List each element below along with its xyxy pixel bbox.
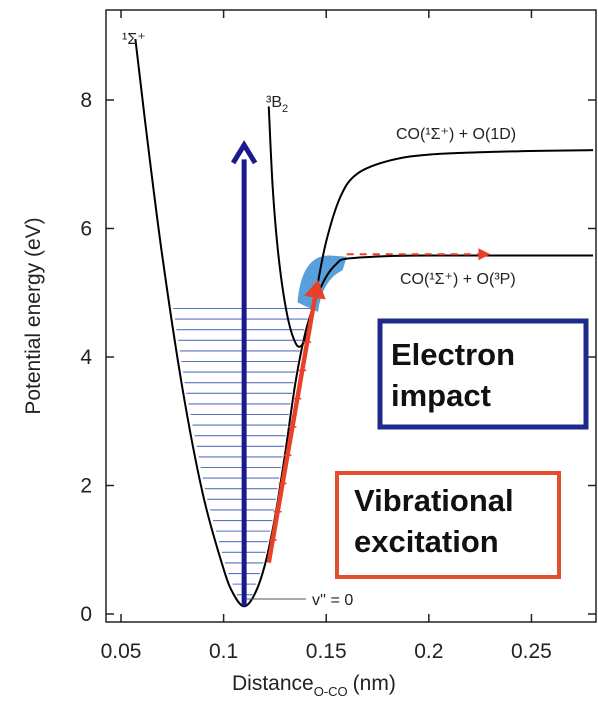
vibrational-excitation-box: Vibrational excitation bbox=[335, 471, 561, 579]
vibrational-excitation-border bbox=[335, 471, 561, 579]
x-axis-title-main: Distance bbox=[232, 672, 314, 695]
x-tick-label: 0.05 bbox=[101, 640, 142, 663]
vibrational-arrow-head bbox=[304, 279, 326, 300]
state-label-singlet: ¹Σ⁺ bbox=[122, 31, 146, 48]
plot-frame bbox=[105, 9, 597, 623]
state-label-triplet: ³B2 bbox=[266, 94, 288, 115]
y-tick-label: 0 bbox=[80, 603, 92, 626]
electron-impact-box: Electron impact bbox=[377, 318, 589, 430]
electron-impact-border bbox=[377, 318, 589, 430]
x-axis-title: DistanceO-CO (nm) bbox=[232, 672, 396, 699]
electron-impact-arrow-head bbox=[230, 140, 258, 165]
x-axis-title-subscript: O-CO bbox=[314, 684, 348, 699]
asymptote-label-upper: CO(¹Σ⁺) + O(1D) bbox=[396, 126, 516, 143]
state-label-triplet-main: ³B bbox=[266, 94, 282, 111]
vibrational-excitation-line1: Vibrational bbox=[354, 483, 514, 518]
x-tick-label: 0.1 bbox=[209, 640, 238, 663]
x-tick-label: 0.15 bbox=[306, 640, 347, 663]
y-axis-title: Potential energy (eV) bbox=[22, 217, 45, 414]
x-tick-label: 0.2 bbox=[414, 640, 443, 663]
x-tick-label: 0.25 bbox=[511, 640, 552, 663]
electron-impact-line1: Electron bbox=[391, 337, 515, 372]
vibrational-excitation-line2: excitation bbox=[354, 524, 499, 559]
state-label-triplet-subscript: 2 bbox=[282, 103, 288, 115]
x-axis-title-unit: (nm) bbox=[353, 672, 396, 695]
ground-level-label: v'' = 0 bbox=[312, 592, 353, 609]
electron-impact-line2: impact bbox=[391, 378, 491, 413]
vibrational-arrow-shaft bbox=[266, 293, 318, 563]
y-tick-label: 6 bbox=[80, 218, 92, 241]
dissociation-arrow-head bbox=[478, 248, 491, 261]
y-tick-label: 2 bbox=[80, 475, 92, 498]
y-tick-label: 8 bbox=[80, 89, 92, 112]
y-tick-label: 4 bbox=[80, 346, 92, 369]
asymptote-label-lower: CO(¹Σ⁺) + O(³P) bbox=[400, 271, 516, 288]
